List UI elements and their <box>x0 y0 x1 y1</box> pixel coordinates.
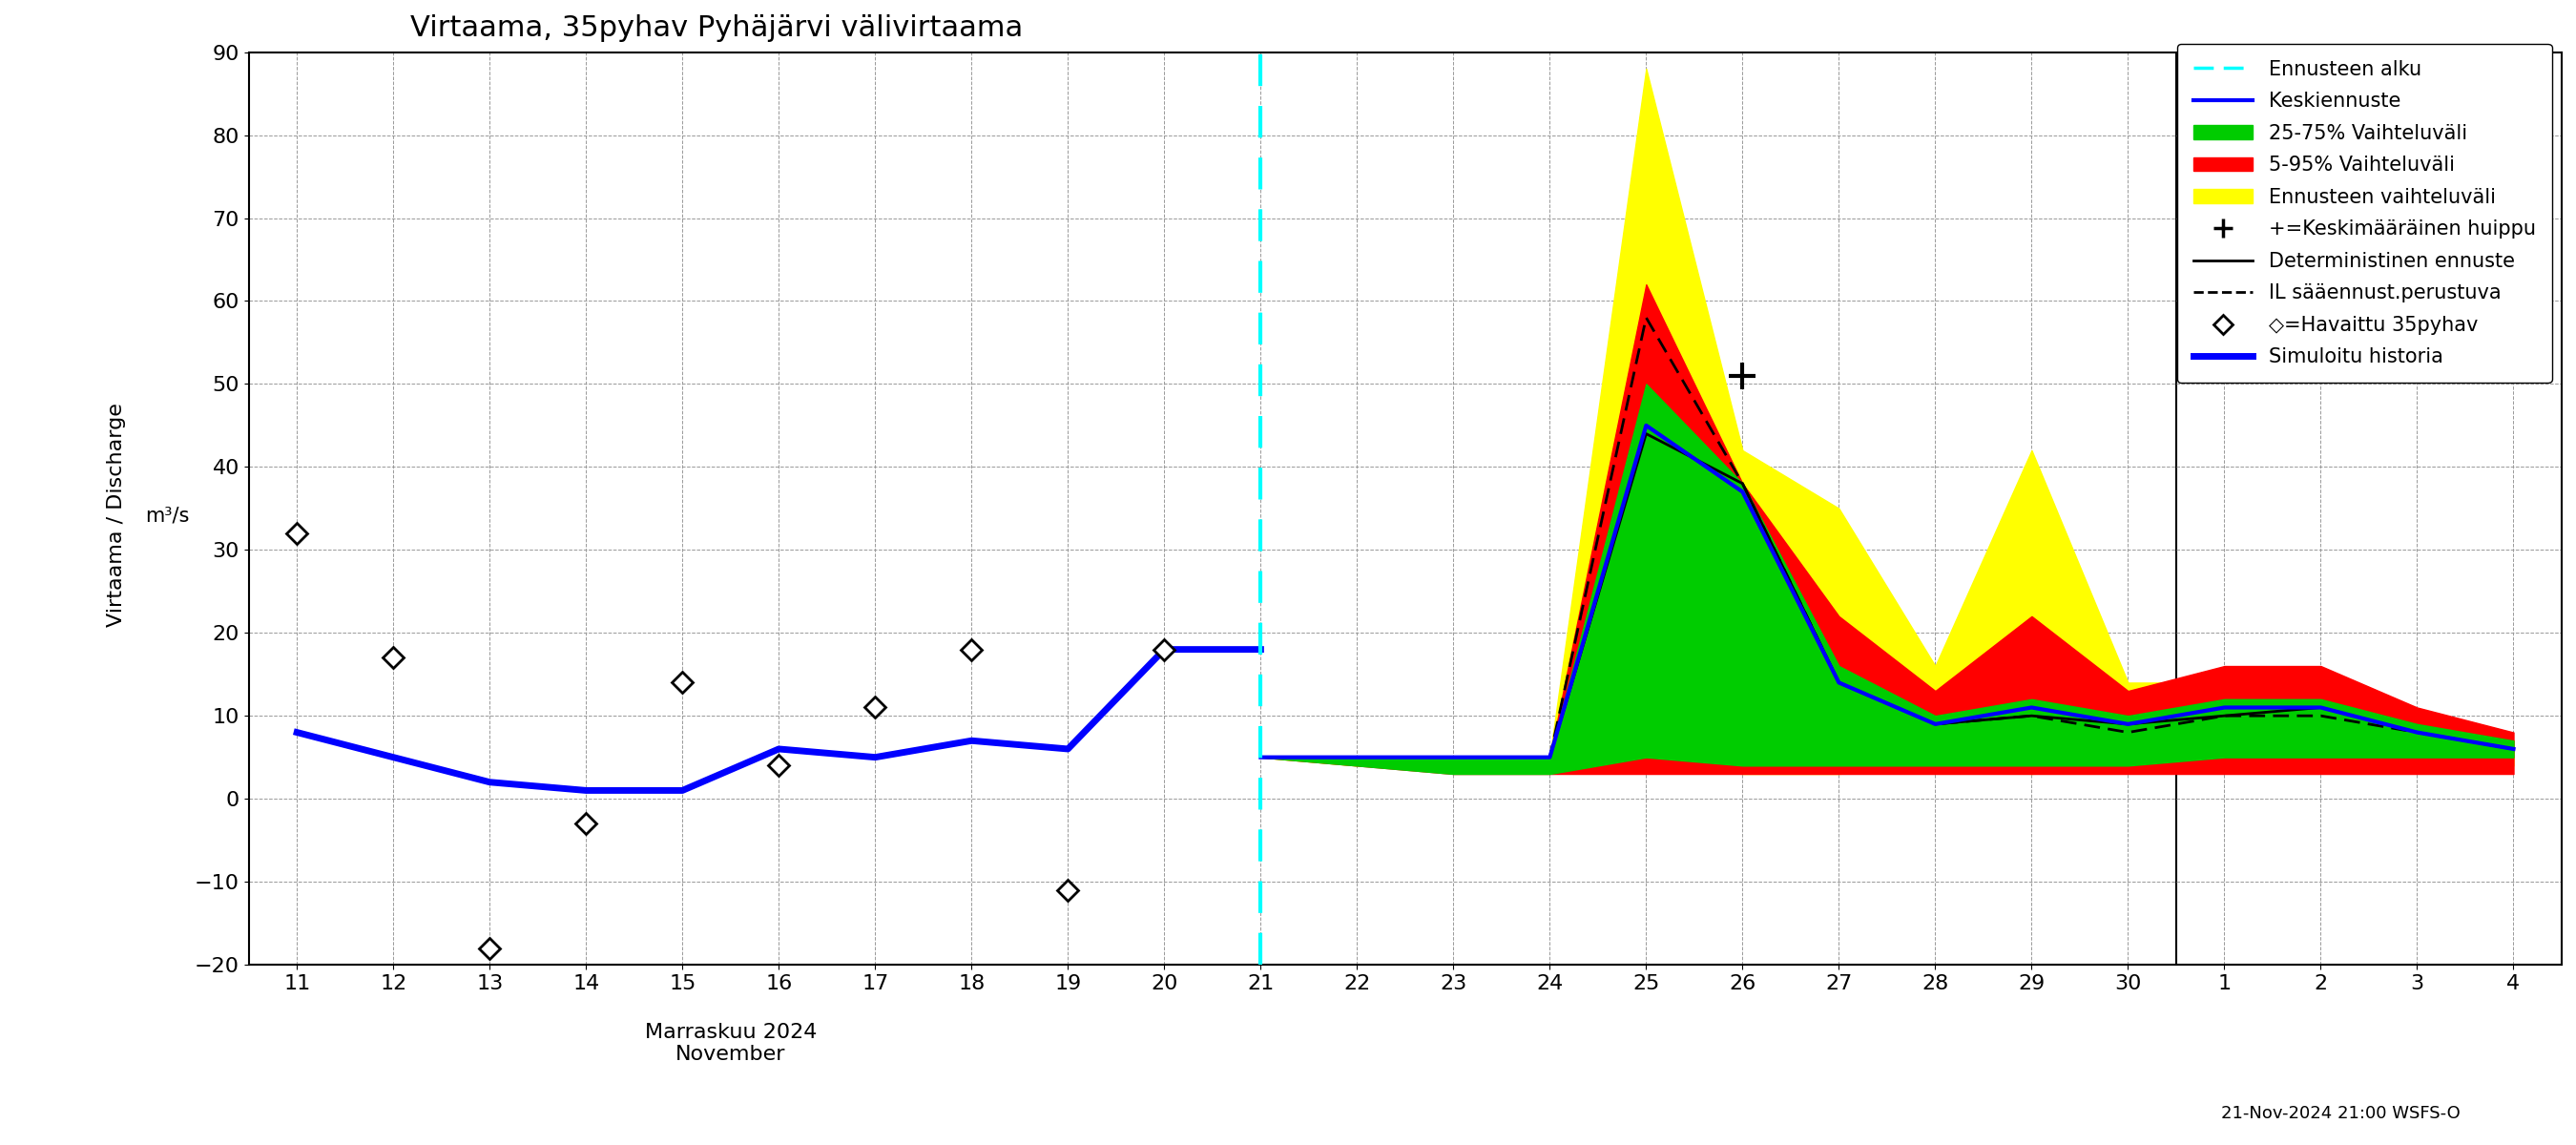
Text: m³/s: m³/s <box>144 506 191 524</box>
Legend: Ennusteen alku, Keskiennuste, 25-75% Vaihteluväli, 5-95% Vaihteluväli, Ennusteen: Ennusteen alku, Keskiennuste, 25-75% Vai… <box>2177 44 2553 382</box>
Text: Virtaama / Discharge: Virtaama / Discharge <box>106 403 126 627</box>
Text: 21-Nov-2024 21:00 WSFS-O: 21-Nov-2024 21:00 WSFS-O <box>2221 1105 2460 1122</box>
Text: Virtaama, 35pyhav Pyhäjärvi välivirtaama: Virtaama, 35pyhav Pyhäjärvi välivirtaama <box>410 14 1023 42</box>
Text: Marraskuu 2024
November: Marraskuu 2024 November <box>644 1022 817 1064</box>
